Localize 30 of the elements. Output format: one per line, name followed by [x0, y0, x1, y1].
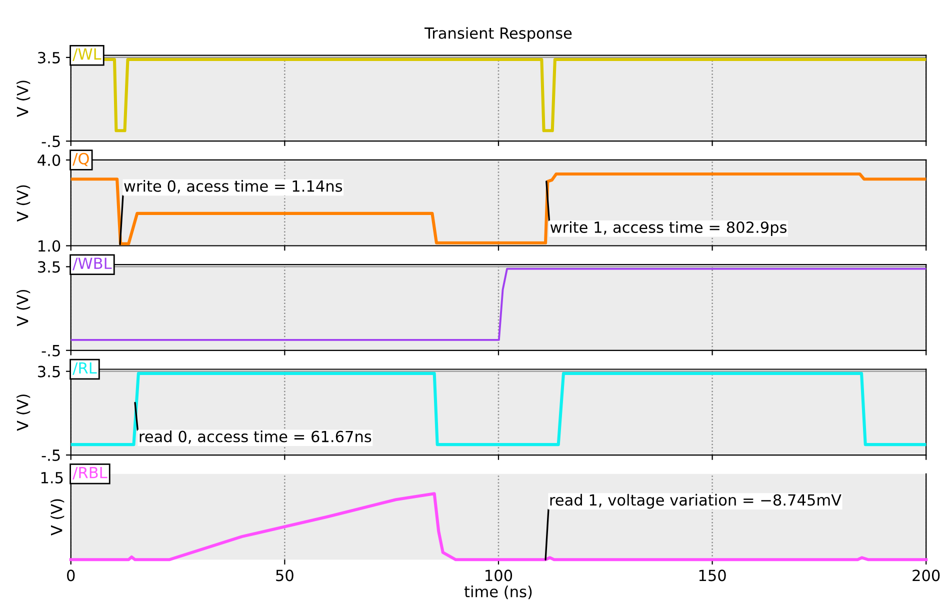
x-tick-label: 50: [276, 570, 294, 582]
y-tick-label: -.5: [42, 345, 60, 356]
y-axis-title: V (V): [16, 394, 30, 431]
annotation: write 1, access time = 802.9ps: [550, 221, 787, 236]
y-tick-label: -.5: [42, 136, 60, 148]
text: /RL: [72, 362, 97, 375]
text: /RBL: [72, 466, 108, 480]
x-tick-label: 200: [912, 570, 940, 582]
annotation: write 0, acess time = 1.14ns: [124, 180, 342, 194]
x-axis-title: time (ns): [464, 586, 532, 600]
text: /WBL: [72, 258, 112, 270]
x-tick-label: 0: [67, 570, 75, 582]
series-label: /WL: [72, 48, 102, 61]
y-tick-label: 1.0: [38, 240, 60, 252]
annotation: read 1, voltage variation = −8.745mV: [550, 494, 842, 509]
x-tick-label: 150: [699, 570, 726, 582]
y-axis-title: V (V): [16, 185, 30, 222]
y-axis-title: V (V): [16, 290, 30, 326]
chart-title: Transient Response: [424, 27, 572, 42]
y-tick-label: 3.5: [38, 261, 60, 273]
series-label: /Q: [72, 152, 89, 166]
text: 1.5: [41, 472, 63, 484]
annotation: read 0, access time = 61.67ns: [140, 430, 372, 444]
y-tick-label: 3.5: [38, 52, 60, 64]
x-tick-label: 100: [486, 570, 512, 582]
y-axis-title: V (V): [16, 80, 30, 117]
y-axis-title: V (V): [50, 499, 64, 536]
y-tick-label: 4.0: [38, 154, 60, 166]
y-tick-label: 3.5: [38, 366, 60, 378]
y-tick-label: -.5: [42, 450, 60, 462]
